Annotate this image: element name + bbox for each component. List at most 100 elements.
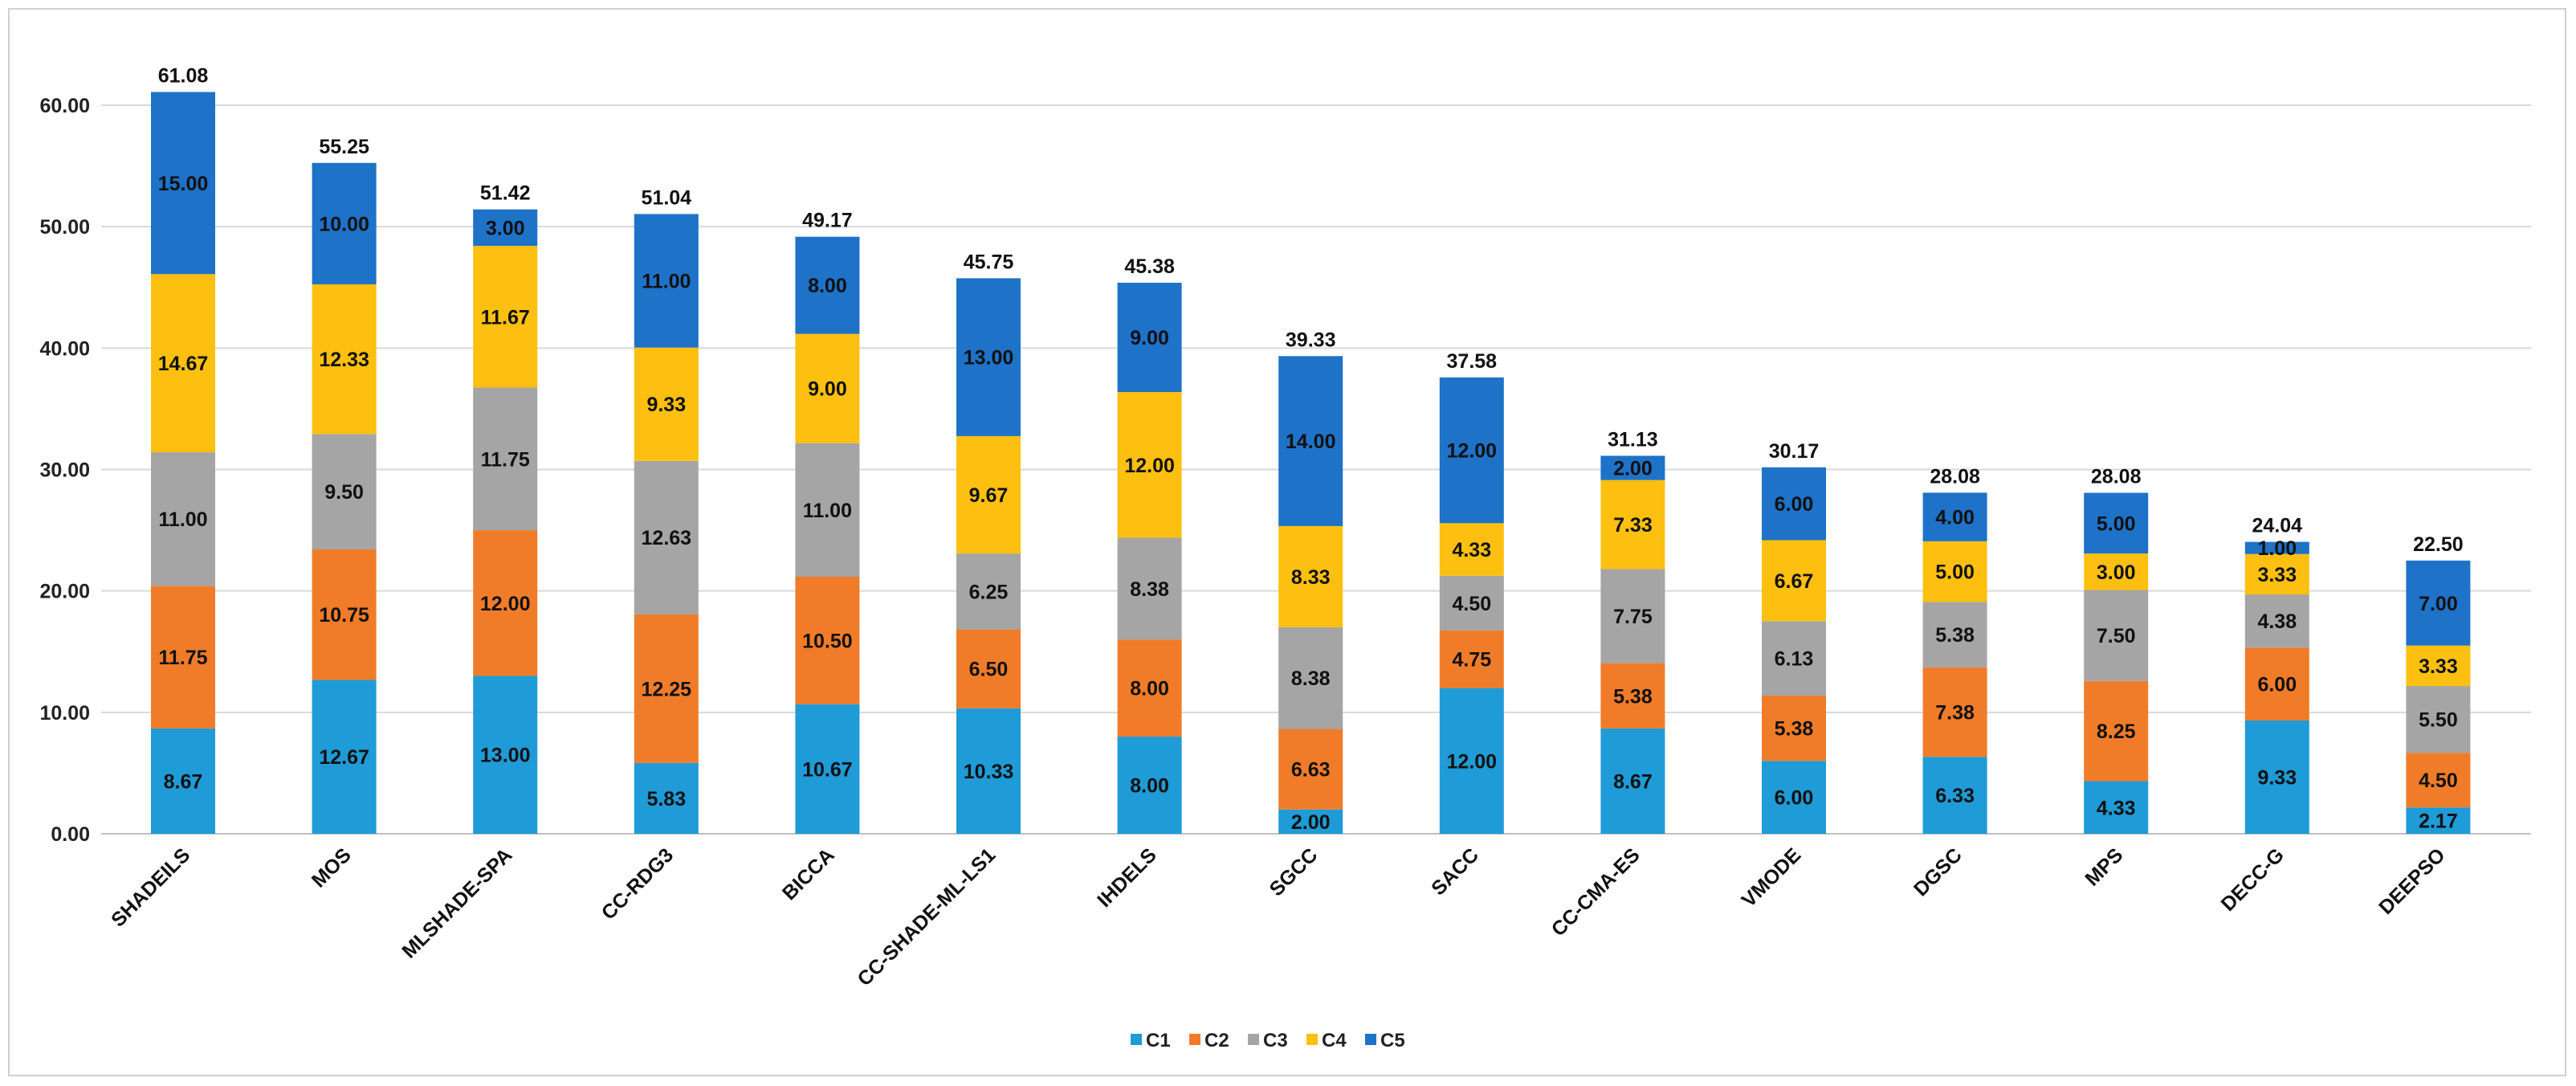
segment-value-label: 14.00 xyxy=(1286,431,1336,453)
bar-total-label: 24.04 xyxy=(2252,515,2303,537)
bar-segment-c5 xyxy=(1278,356,1343,526)
bar-stack: 5.83 12.25 12.63 9.33 11.00 51.04 xyxy=(634,186,699,834)
y-tick-label: 10.00 xyxy=(39,702,90,725)
bar-segment-c5 xyxy=(795,236,860,334)
bar-segment-c1 xyxy=(1600,728,1665,834)
bar-segment-c2 xyxy=(2406,753,2471,808)
bar-stack: 4.33 8.25 7.50 3.00 5.00 28.08 xyxy=(2084,466,2149,834)
x-tick-label: MLSHADE-SPA xyxy=(397,843,516,962)
segment-value-label: 6.00 xyxy=(1775,787,1814,810)
bar-total-label: 31.13 xyxy=(1608,428,1658,451)
segment-value-label: 8.00 xyxy=(808,275,847,297)
bar-segment-c5 xyxy=(2084,492,2149,554)
bar-stack: 10.33 6.50 6.25 9.67 13.00 45.75 xyxy=(956,251,1021,834)
segment-value-label: 10.75 xyxy=(319,604,369,627)
segment-value-label: 9.33 xyxy=(646,394,686,416)
bar-segment-c4 xyxy=(473,246,538,388)
segment-value-label: 2.17 xyxy=(2419,810,2458,833)
bar-segment-c1 xyxy=(634,762,699,834)
x-axis: SHADEILS MOS MLSHADE-SPA CC-RDG3 BICCA CC-SHA… xyxy=(107,843,2450,990)
bar-segment-c3 xyxy=(312,434,377,549)
segment-value-label: 6.00 xyxy=(2257,674,2297,696)
y-tick-label: 0.00 xyxy=(51,823,90,846)
segment-value-label: 3.33 xyxy=(2419,655,2458,678)
segment-value-label: 6.50 xyxy=(969,659,1009,681)
segment-value-label: 12.00 xyxy=(1124,455,1175,477)
bar-stack: 12.00 4.75 4.50 4.33 12.00 37.58 xyxy=(1439,350,1504,834)
bar-segment-c1 xyxy=(1439,688,1504,834)
segment-value-label: 15.00 xyxy=(158,173,209,195)
y-tick-label: 60.00 xyxy=(39,95,90,117)
legend-swatch-c2 xyxy=(1189,1034,1200,1045)
bar-stack: 6.33 7.38 5.38 5.00 4.00 28.08 xyxy=(1922,466,1987,834)
segment-value-label: 10.67 xyxy=(802,758,853,781)
segment-value-label: 3.00 xyxy=(486,217,525,239)
legend-label: C2 xyxy=(1204,1030,1229,1051)
bar-total-label: 22.50 xyxy=(2413,533,2464,556)
bar-segment-c4 xyxy=(1117,392,1182,538)
bar-segment-c4 xyxy=(151,274,215,453)
segment-value-label: 5.83 xyxy=(646,788,686,810)
segment-value-label: 8.25 xyxy=(2097,721,2136,743)
segment-value-label: 8.38 xyxy=(1291,668,1331,690)
bar-segment-c2 xyxy=(473,530,538,676)
bar-stack: 8.67 11.75 11.00 14.67 15.00 61.08 xyxy=(151,65,215,834)
segment-value-label: 7.75 xyxy=(1613,606,1653,628)
bar-segment-c2 xyxy=(1117,639,1182,737)
bar-total-label: 45.75 xyxy=(964,251,1014,273)
legend-swatch-c3 xyxy=(1248,1034,1259,1045)
bar-segment-c3 xyxy=(795,443,860,577)
bar-total-label: 30.17 xyxy=(1769,440,1820,463)
bar-total-label: 51.04 xyxy=(642,186,692,209)
bar-segment-c3 xyxy=(634,460,699,614)
segment-value-label: 7.33 xyxy=(1613,514,1653,537)
bar-segment-c1 xyxy=(1922,757,1987,834)
segment-value-label: 2.00 xyxy=(1291,811,1331,834)
segment-value-label: 13.00 xyxy=(480,745,531,767)
bar-segment-c1 xyxy=(473,676,538,834)
segment-value-label: 13.00 xyxy=(964,347,1014,369)
segment-value-label: 8.67 xyxy=(164,770,203,793)
bar-stack: 2.00 6.63 8.38 8.33 14.00 39.33 xyxy=(1278,329,1343,834)
x-tick-label: SACC xyxy=(1427,843,1483,900)
segment-value-label: 4.33 xyxy=(2097,797,2136,819)
bar-segment-c4 xyxy=(1600,480,1665,570)
segment-value-label: 8.00 xyxy=(1130,775,1169,798)
segment-value-label: 10.33 xyxy=(964,761,1014,783)
bar-segment-c4 xyxy=(1762,540,1826,622)
bar-segment-c2 xyxy=(1600,663,1665,729)
bar-segment-c4 xyxy=(795,333,860,443)
bar-segment-c2 xyxy=(1278,729,1343,810)
legend-item: C1 xyxy=(1131,1030,1171,1051)
x-tick-label: BICCA xyxy=(778,843,839,904)
bar-segment-c1 xyxy=(2244,720,2309,834)
legend-label: C1 xyxy=(1146,1030,1171,1051)
bar-stack: 8.67 5.38 7.75 7.33 2.00 31.13 xyxy=(1600,428,1665,834)
x-tick-label: SGCC xyxy=(1266,843,1323,900)
x-tick-label: CC-CMA-ES xyxy=(1547,843,1645,941)
x-tick-label: VMODE xyxy=(1738,843,1806,912)
bar-stack: 8.00 8.00 8.38 12.00 9.00 45.38 xyxy=(1117,255,1182,834)
bar-segment-c3 xyxy=(1600,569,1665,663)
legend: C1 C2 C3 C4 C5 xyxy=(1131,1030,1405,1051)
bar-total-label: 51.42 xyxy=(480,182,531,205)
bar-segment-c3 xyxy=(956,553,1021,630)
y-tick-label: 40.00 xyxy=(39,337,90,360)
segment-value-label: 11.00 xyxy=(803,500,852,522)
bar-segment-c1 xyxy=(795,704,860,834)
y-tick-label: 20.00 xyxy=(39,581,90,603)
bar-segment-c1 xyxy=(956,708,1021,834)
legend-item: C2 xyxy=(1189,1030,1229,1051)
bar-segment-c3 xyxy=(2244,594,2309,648)
bar-total-label: 49.17 xyxy=(802,210,853,232)
bar-segment-c5 xyxy=(151,92,215,275)
segment-value-label: 7.00 xyxy=(2419,593,2458,615)
bar-segment-c4 xyxy=(2084,553,2149,590)
bar-segment-c5 xyxy=(2244,541,2309,554)
bar-stack: 2.17 4.50 5.50 3.33 7.00 22.50 xyxy=(2406,533,2471,834)
legend-item: C4 xyxy=(1306,1030,1347,1051)
bar-segment-c2 xyxy=(2244,647,2309,721)
segment-value-label: 6.67 xyxy=(1775,570,1814,593)
segment-value-label: 8.38 xyxy=(1130,578,1169,601)
bar-segment-c5 xyxy=(1922,492,1987,541)
